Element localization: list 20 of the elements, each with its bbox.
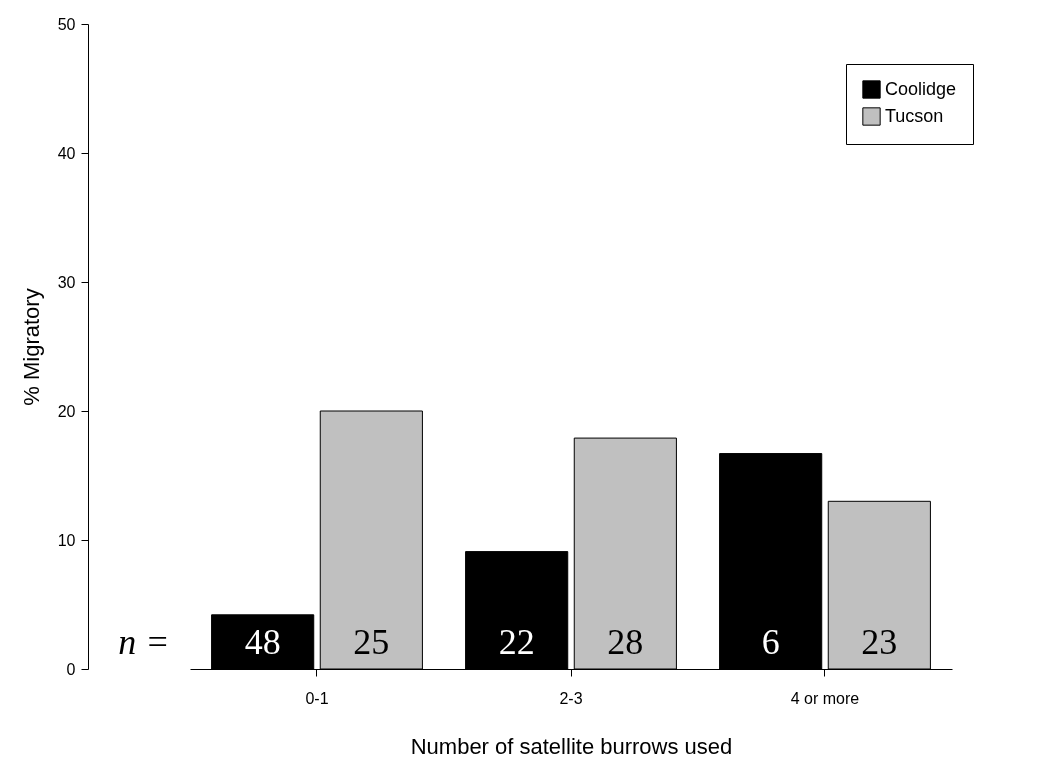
- x-tick-label: 2-3: [559, 689, 583, 707]
- annotation: 23: [861, 622, 898, 663]
- annotation: 25: [353, 622, 390, 663]
- y-tick-label: 0: [66, 660, 76, 678]
- annotation: 22: [498, 622, 535, 663]
- x-tick-label: 0-1: [305, 689, 329, 707]
- y-tick-label: 30: [57, 273, 76, 291]
- annotation: 6: [761, 622, 780, 663]
- legend-label: Tucson: [885, 105, 944, 126]
- text: n =: [118, 622, 170, 663]
- y-tick-label: 10: [57, 531, 76, 549]
- y-tick-label: 40: [57, 144, 76, 162]
- legend-label: Coolidge: [885, 78, 957, 99]
- x-axis-title: Number of satellite burrows used: [410, 733, 733, 759]
- y-tick-label: 20: [57, 402, 76, 420]
- annotation: 48: [244, 622, 281, 663]
- y-axis-title: % Migratory: [18, 288, 44, 406]
- annotation: 28: [607, 622, 644, 663]
- x-tick-label: 4 or more: [790, 689, 860, 707]
- y-tick-label: 50: [57, 15, 76, 33]
